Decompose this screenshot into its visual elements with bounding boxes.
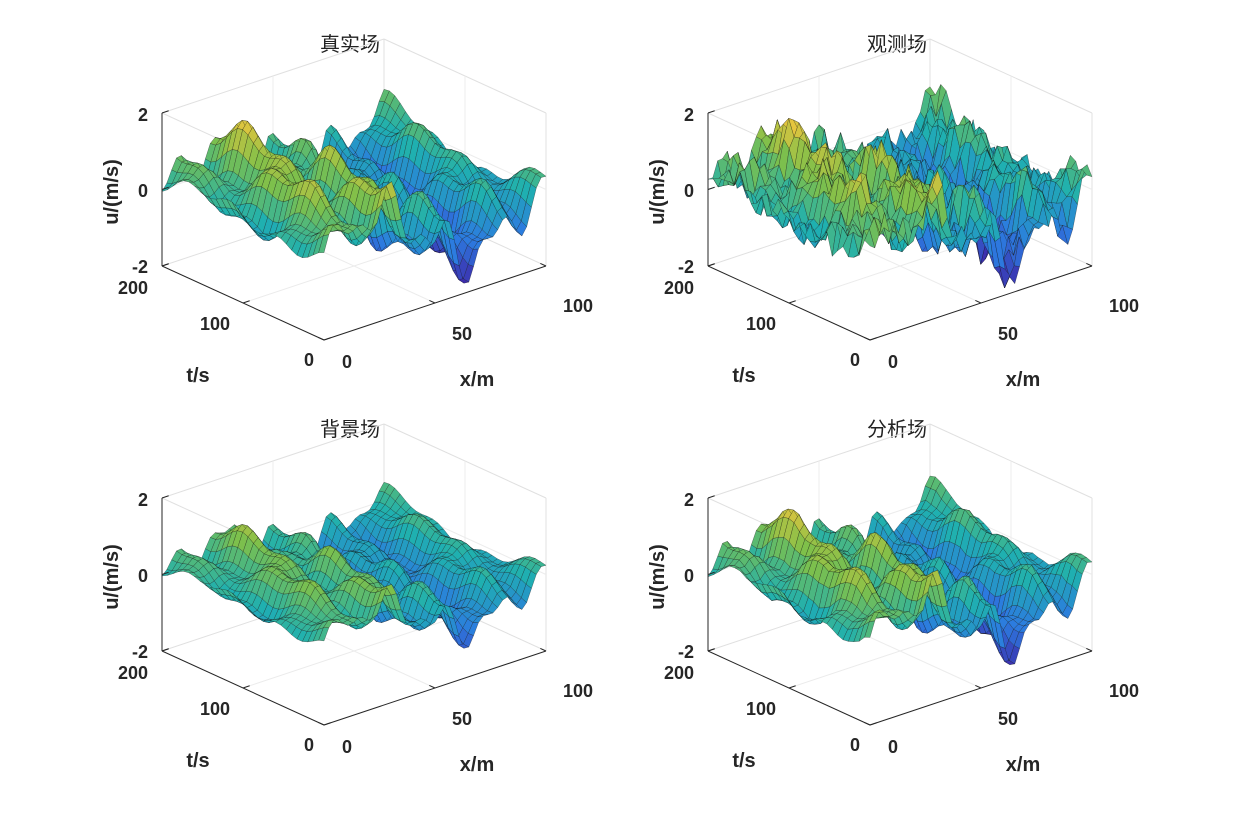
- z-tick-bottom: -2: [132, 257, 148, 277]
- x-tick-0: 0: [342, 352, 352, 372]
- t-tick-100: 100: [200, 699, 230, 719]
- x-tick-mark: [429, 684, 436, 689]
- surface-plot: [161, 481, 547, 649]
- z-tick-top: 2: [684, 105, 694, 125]
- z-tick-top: 2: [138, 490, 148, 510]
- x-axis-label: x/m: [460, 369, 494, 391]
- x-tick-mark: [540, 647, 547, 652]
- t-tick-0: 0: [304, 350, 314, 370]
- x-tick-mark: [864, 336, 871, 341]
- t-tick-mark: [323, 337, 331, 341]
- x-tick-mark: [318, 336, 325, 341]
- x-tick-100: 100: [1109, 296, 1139, 316]
- z-axis-label: u/(m/s): [101, 159, 123, 225]
- z-tick-mark: [161, 186, 169, 190]
- t-tick-mark: [323, 722, 331, 726]
- z-tick-mid: 0: [684, 181, 694, 201]
- z-tick-mark: [707, 110, 715, 114]
- t-axis-label: t/s: [186, 365, 209, 387]
- panel-title: 分析场: [867, 417, 927, 441]
- z-tick-mark: [161, 648, 169, 652]
- z-tick-bottom: -2: [678, 257, 694, 277]
- x-tick-100: 100: [563, 296, 593, 316]
- t-axis-label: t/s: [186, 750, 209, 772]
- surface-patch: [535, 172, 547, 178]
- z-tick-mark: [161, 263, 169, 267]
- z-tick-top: 2: [138, 105, 148, 125]
- z-tick-mark: [161, 110, 169, 114]
- x-tick-50: 50: [998, 324, 1018, 344]
- panel-title: 背景场: [320, 417, 380, 441]
- x-tick-0: 0: [888, 352, 898, 372]
- x-tick-mark: [1086, 262, 1093, 267]
- surface-panel-observed-field: 观测场 2 0 -2 u/(m/s) 200 100 0 t/s 0 50 10…: [647, 32, 1139, 391]
- t-tick-mark: [788, 300, 796, 304]
- x-tick-100: 100: [563, 681, 593, 701]
- z-tick-mark: [707, 263, 715, 267]
- z-tick-mark: [161, 495, 169, 499]
- x-axis-label: x/m: [460, 754, 494, 776]
- surface-plot: [707, 83, 1093, 289]
- surface-plot: [707, 475, 1093, 666]
- t-tick-100: 100: [746, 314, 776, 334]
- x-tick-mark: [429, 299, 436, 304]
- x-tick-50: 50: [452, 324, 472, 344]
- x-tick-mark: [540, 262, 547, 267]
- surface-panel-true-field: 真实场 2 0 -2 u/(m/s) 200 100 0 t/s 0 50 10…: [101, 32, 593, 391]
- panel-title: 真实场: [320, 32, 380, 56]
- z-axis-label: u/(m/s): [647, 159, 669, 225]
- t-tick-200: 200: [118, 663, 148, 683]
- t-tick-0: 0: [850, 350, 860, 370]
- t-axis-label: t/s: [732, 365, 755, 387]
- z-tick-mid: 0: [138, 181, 148, 201]
- x-axis-label: x/m: [1006, 369, 1040, 391]
- surface-panel-analysis-field: 分析场 2 0 -2 u/(m/s) 200 100 0 t/s 0 50 10…: [647, 417, 1139, 776]
- t-tick-200: 200: [118, 278, 148, 298]
- t-tick-mark: [242, 300, 250, 304]
- t-tick-0: 0: [304, 735, 314, 755]
- surface-panel-background-field: 背景场 2 0 -2 u/(m/s) 200 100 0 t/s 0 50 10…: [101, 417, 593, 776]
- surface-plot: [161, 89, 547, 284]
- z-tick-bottom: -2: [132, 642, 148, 662]
- t-tick-mark: [869, 337, 877, 341]
- x-tick-50: 50: [452, 709, 472, 729]
- x-tick-mark: [318, 721, 325, 726]
- t-tick-200: 200: [664, 278, 694, 298]
- z-tick-mid: 0: [138, 566, 148, 586]
- x-tick-mark: [975, 299, 982, 304]
- z-axis-label: u/(m/s): [101, 544, 123, 610]
- t-tick-mark: [242, 685, 250, 689]
- z-tick-mark: [707, 186, 715, 190]
- x-tick-0: 0: [342, 737, 352, 757]
- t-tick-100: 100: [200, 314, 230, 334]
- panel-title: 观测场: [867, 32, 927, 56]
